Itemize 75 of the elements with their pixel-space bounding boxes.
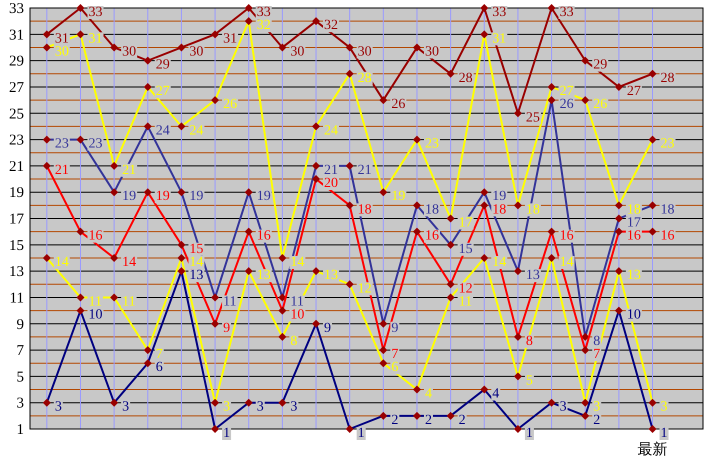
point (312, 17, 320, 26)
point (42, 30, 51, 38)
data-label: 15 (458, 242, 474, 257)
point (211, 30, 220, 38)
data-label: 10 (626, 308, 642, 323)
y-tick-label: 19 (9, 185, 24, 202)
data-label: 29 (592, 58, 608, 73)
point (244, 4, 253, 12)
y-tick-label: 17 (9, 212, 24, 228)
data-label: 1 (660, 426, 669, 441)
point (548, 4, 556, 12)
data-label: 13 (188, 268, 204, 284)
data-label: 30 (356, 44, 373, 60)
y-tick-label: 33 (9, 1, 24, 17)
data-label: 14 (558, 254, 575, 270)
point (514, 109, 522, 118)
point (412, 43, 421, 52)
data-label: 11 (222, 294, 238, 310)
y-tick-label: 7 (16, 343, 24, 360)
data-label: 21 (121, 162, 138, 178)
x-tick-label: 最新 (638, 441, 668, 458)
point (379, 96, 388, 104)
point (278, 43, 286, 52)
y-tick-label: 23 (9, 132, 24, 149)
point (110, 43, 118, 52)
point (346, 43, 354, 52)
y-tick-label: 29 (9, 54, 24, 70)
data-label: 32 (256, 18, 272, 34)
data-label: 13 (323, 268, 340, 284)
data-label: 20 (323, 176, 340, 192)
y-tick-label: 9 (16, 316, 24, 333)
data-label: 17 (458, 216, 474, 230)
y-tick-label: 5 (16, 369, 24, 386)
point (144, 56, 152, 65)
data-label: 33 (558, 5, 575, 20)
data-label: 27 (558, 84, 575, 99)
data-label: 1 (356, 426, 366, 441)
data-label: 1 (222, 426, 232, 441)
data-label: 16 (87, 228, 104, 244)
data-label: 16 (558, 228, 575, 244)
data-label: 32 (323, 18, 340, 34)
y-tick-label: 21 (9, 158, 24, 175)
y-tick-label: 3 (16, 396, 24, 412)
data-label: 16 (256, 228, 272, 244)
data-label: 8 (592, 334, 602, 349)
data-label: 7 (592, 347, 602, 362)
data-label: 13 (256, 268, 272, 284)
data-label: 18 (356, 202, 373, 218)
data-label: 16 (424, 228, 440, 244)
data-label: 10 (289, 308, 306, 323)
point (581, 56, 590, 65)
data-label: 30 (121, 44, 138, 60)
point (446, 70, 455, 78)
y-tick-label: 25 (9, 106, 24, 122)
point (614, 82, 623, 91)
point (648, 70, 657, 78)
point (480, 4, 488, 12)
point (177, 43, 186, 52)
data-label: 1 (524, 426, 534, 441)
data-label: 23 (87, 136, 104, 152)
y-tick-label: 1 (16, 422, 24, 438)
point (76, 4, 84, 12)
y-tick-label: 27 (9, 80, 24, 96)
data-label: 31 (222, 31, 238, 46)
y-tick-label: 13 (9, 264, 24, 280)
data-label: 33 (87, 5, 104, 20)
y-tick-label: 15 (9, 238, 24, 254)
data-label: 28 (356, 70, 373, 86)
data-label: 33 (256, 5, 272, 20)
y-tick-label: 11 (10, 290, 24, 306)
data-label: 19 (154, 189, 171, 204)
y-tick-label: 31 (9, 27, 24, 44)
data-label: 13 (524, 268, 541, 284)
data-label: 12 (356, 281, 373, 296)
data-label: 11 (121, 294, 137, 310)
